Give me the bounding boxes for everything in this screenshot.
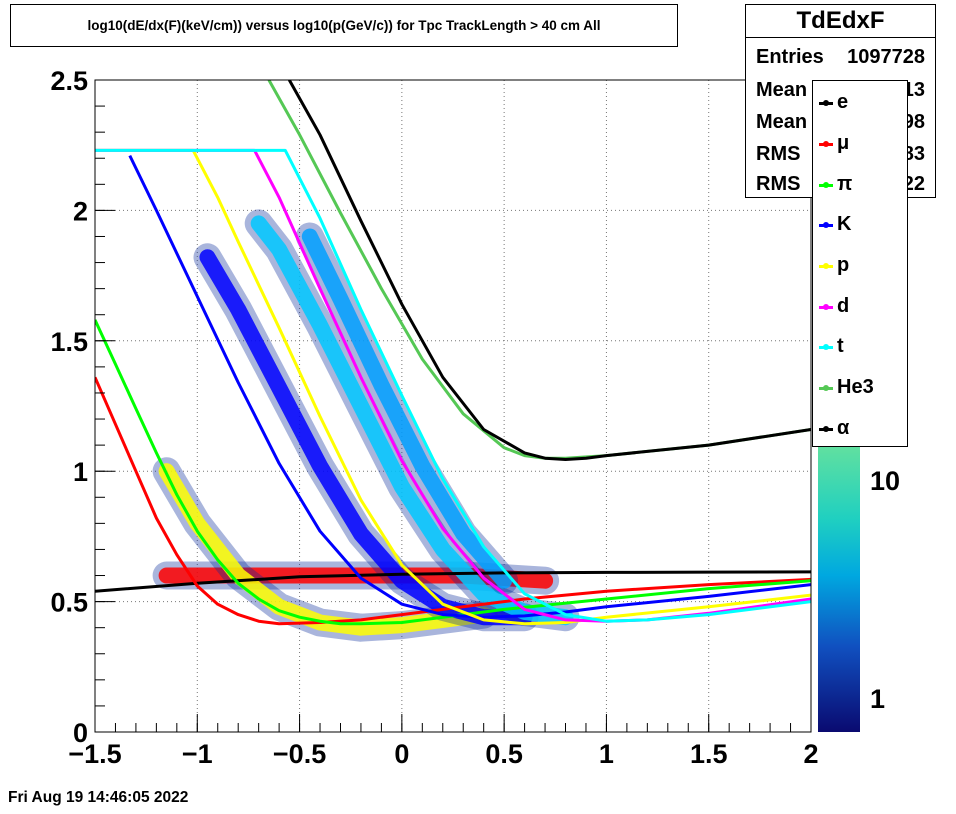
y-tick-label: 0 <box>73 718 88 748</box>
y-tick-label: 2.5 <box>50 66 88 96</box>
x-tick-label: 0 <box>394 739 409 769</box>
x-tick-label: 1.5 <box>690 739 728 769</box>
legend-item: d <box>813 287 909 327</box>
legend-item: p <box>813 246 909 286</box>
y-tick-label: 1.5 <box>50 327 88 357</box>
legend-marker-icon <box>823 100 829 106</box>
legend-item: He3 <box>813 368 909 408</box>
y-tick-label: 1 <box>73 457 88 487</box>
density-bands <box>152 209 580 642</box>
stats-label: RMS <box>756 142 801 165</box>
color-scale: 1 10 <box>818 447 900 732</box>
curve-μ <box>95 376 811 626</box>
legend: e μ π K p d t He3 α <box>812 80 908 447</box>
curve-t <box>95 148 811 623</box>
y-tick-labels: 0 0.5 1 1.5 2 2.5 <box>50 66 88 748</box>
x-tick-label: −0.5 <box>273 739 326 769</box>
legend-label: μ <box>837 132 850 154</box>
curve-e <box>95 570 811 593</box>
timestamp-footer: Fri Aug 19 14:46:05 2022 <box>8 789 189 806</box>
y-tick-label: 2 <box>73 196 88 226</box>
x-tick-label: 1 <box>599 739 614 769</box>
legend-label: α <box>837 417 850 439</box>
legend-label: t <box>837 335 844 357</box>
stats-label: Mean <box>756 110 808 133</box>
axis-ticks <box>94 79 812 733</box>
x-tick-label: 0.5 <box>485 739 523 769</box>
legend-item: α <box>813 409 909 449</box>
stats-label: Entries <box>756 45 824 68</box>
legend-label: e <box>837 91 849 113</box>
legend-item: μ <box>813 124 909 164</box>
legend-marker-icon <box>823 304 829 310</box>
grid <box>95 80 811 732</box>
y-tick-label: 0.5 <box>50 588 88 618</box>
x-tick-labels: −1.5 −1 −0.5 0 0.5 1 1.5 2 <box>68 739 818 769</box>
legend-marker-icon <box>823 385 829 391</box>
density-band <box>250 215 574 626</box>
legend-label: K <box>837 213 852 235</box>
x-tick-label: 2 <box>803 739 818 769</box>
legend-label: p <box>837 254 850 276</box>
legend-label: He3 <box>837 376 874 398</box>
legend-marker-icon <box>823 263 829 269</box>
stats-title: TdEdxF <box>746 5 935 38</box>
color-scale-label: 10 <box>870 466 900 496</box>
legend-marker-icon <box>823 222 829 228</box>
chart-title: log10(dE/dx(F)(keV/cm)) versus log10(p(G… <box>10 4 678 47</box>
legend-label: d <box>837 295 850 317</box>
curve-K <box>128 154 811 619</box>
curves <box>95 80 811 626</box>
legend-item: π <box>813 165 909 205</box>
curve-α <box>287 80 811 461</box>
legend-item: t <box>813 327 909 367</box>
legend-marker-icon <box>823 141 829 147</box>
legend-marker-icon <box>823 344 829 350</box>
legend-marker-icon <box>823 182 829 188</box>
stats-value: 1097728 <box>847 45 925 68</box>
density-band <box>301 228 513 589</box>
color-scale-label: 1 <box>870 684 885 714</box>
stats-label: Mean <box>756 78 808 101</box>
stats-label: RMS <box>756 172 801 195</box>
plot-frame <box>94 79 812 733</box>
legend-marker-icon <box>823 426 829 432</box>
x-tick-label: −1.5 <box>68 739 121 769</box>
legend-label: π <box>837 173 853 195</box>
color-scale-bar <box>818 447 860 732</box>
legend-item: e <box>813 83 909 123</box>
curve-π <box>95 319 811 626</box>
x-tick-label: −1 <box>182 739 213 769</box>
stats-row: Entries 1097728 <box>756 42 925 72</box>
legend-item: K <box>813 205 909 245</box>
